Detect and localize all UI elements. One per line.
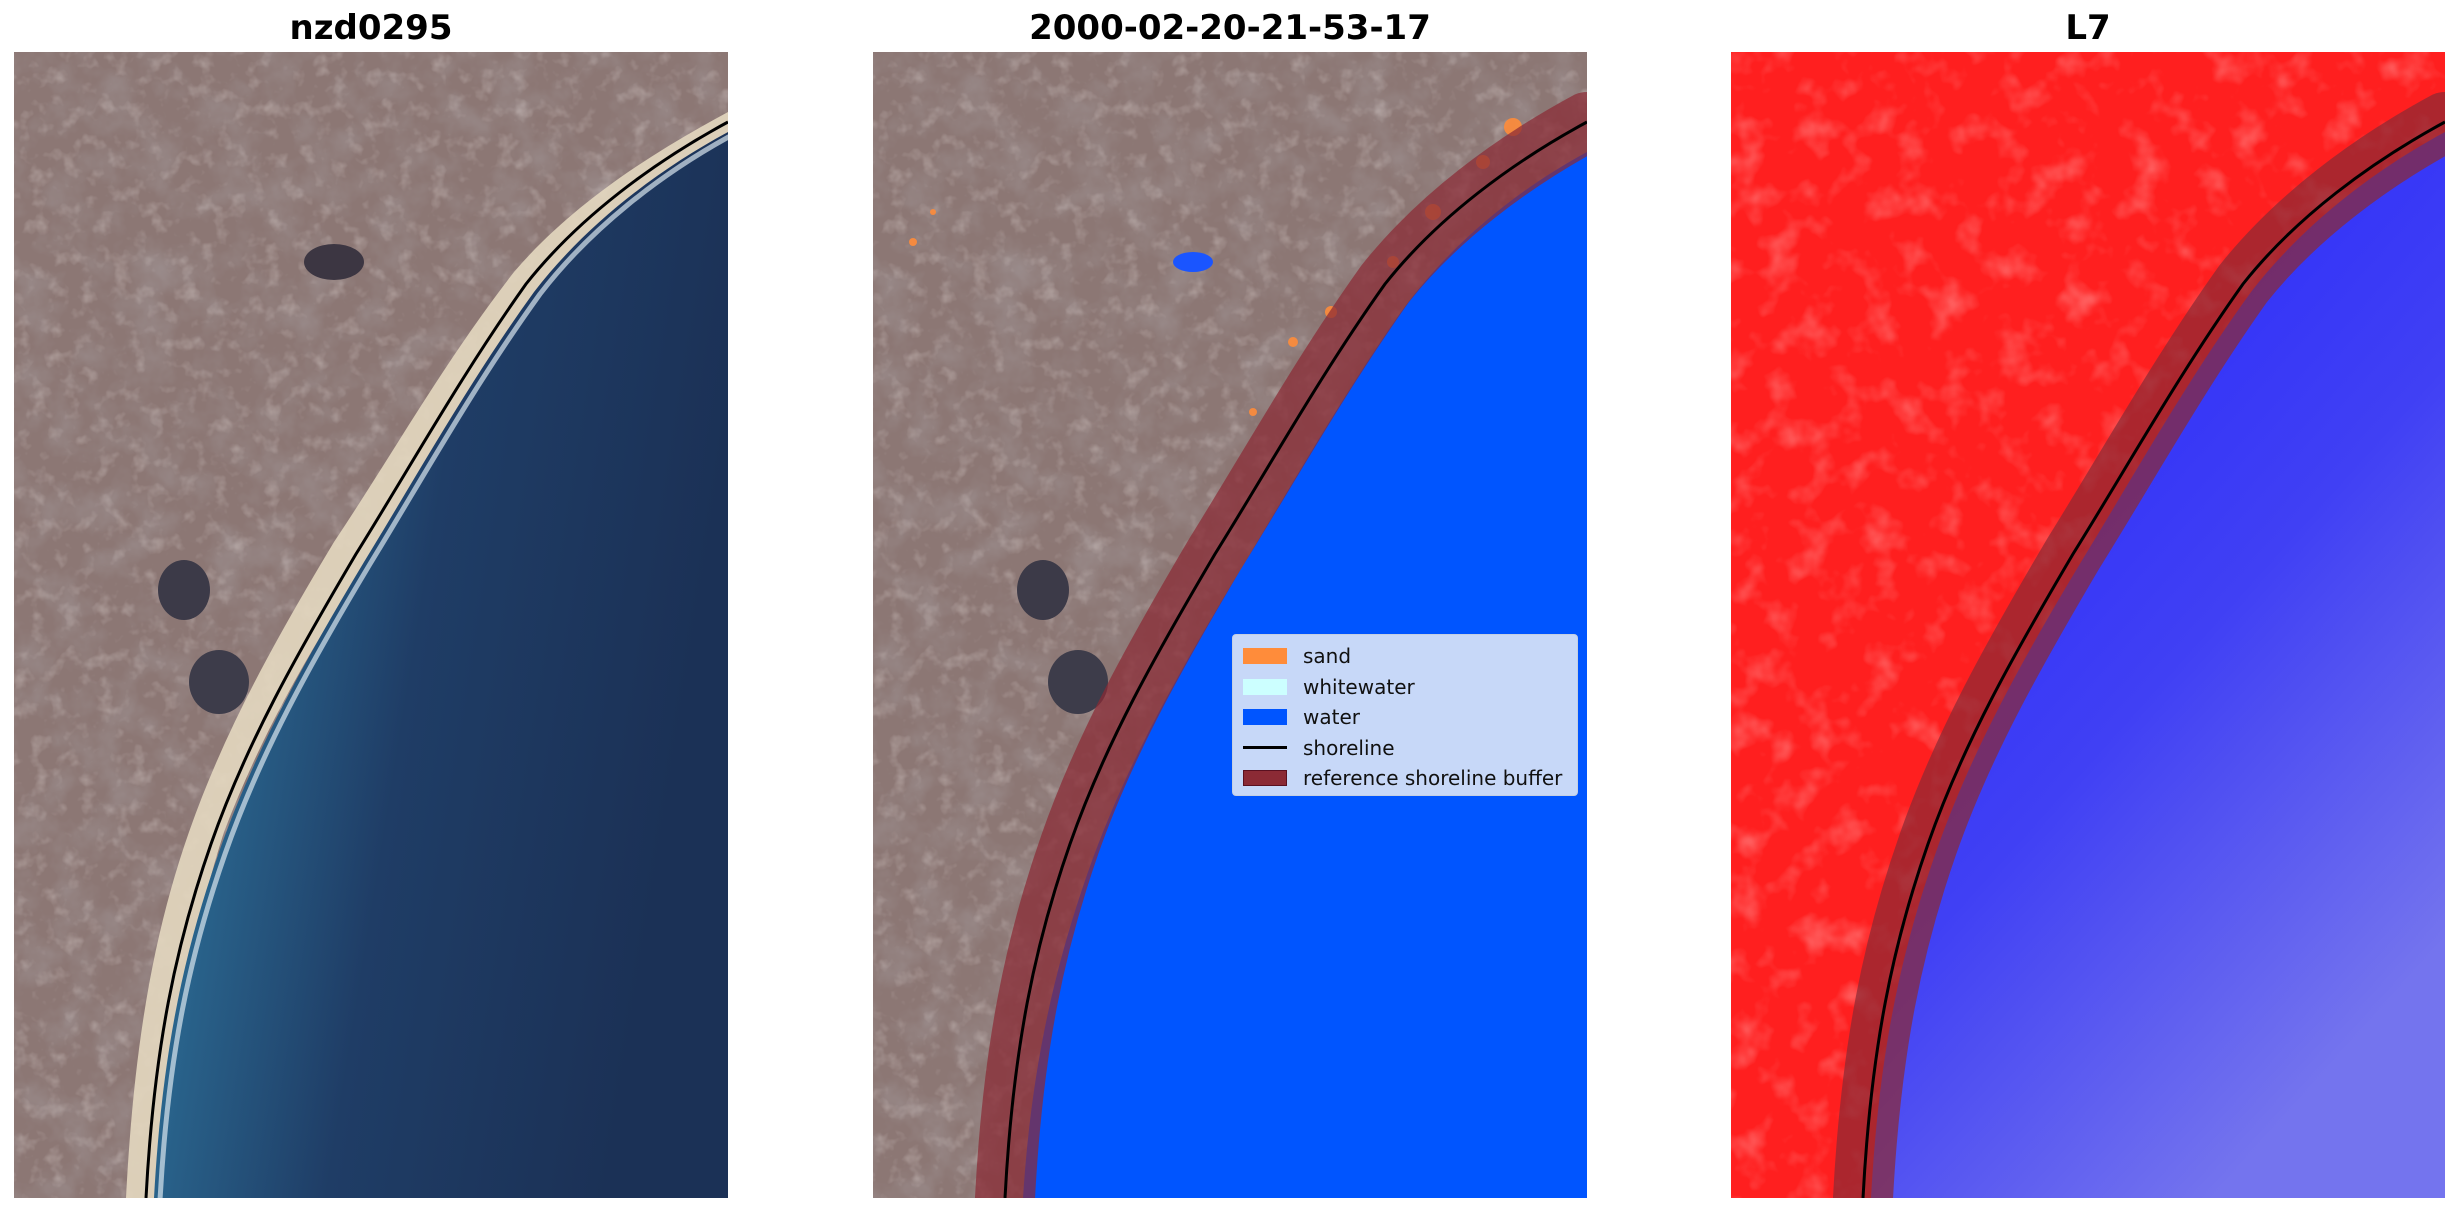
shoreline-swatch [1243,746,1287,750]
legend-label-sand: sand [1303,644,1352,669]
sand-swatch [1243,648,1287,665]
shoreline-line [1861,120,2445,1198]
index-image-panel [1731,52,2445,1198]
legend-label-reference-buffer: reference shoreline buffer [1303,766,1563,791]
legend-item-water: water [1243,702,1567,733]
legend-label-shoreline: shoreline [1303,735,1395,760]
panel-title-3: L7 [2065,8,2111,48]
classified-image [873,52,1587,1198]
shoreline-line [1003,120,1587,1198]
legend: sand whitewater water shoreline referenc… [1232,634,1578,796]
legend-item-sand: sand [1243,641,1567,672]
panel-title-1: nzd0295 [289,8,453,48]
legend-item-reference-buffer: reference shoreline buffer [1243,763,1567,794]
index-image [1731,52,2445,1198]
rgb-image-panel [14,52,728,1198]
water-swatch [1243,709,1287,726]
legend-item-shoreline: shoreline [1243,733,1567,764]
shoreline-line [144,120,728,1198]
whitewater-swatch [1243,678,1287,695]
legend-label-water: water [1303,705,1360,730]
reference-buffer-swatch [1243,770,1287,787]
panel-title-2: 2000-02-20-21-53-17 [1029,8,1431,48]
legend-label-whitewater: whitewater [1303,674,1415,699]
legend-item-whitewater: whitewater [1243,672,1567,703]
classified-image-panel [873,52,1587,1198]
rgb-satellite-image [14,52,728,1198]
